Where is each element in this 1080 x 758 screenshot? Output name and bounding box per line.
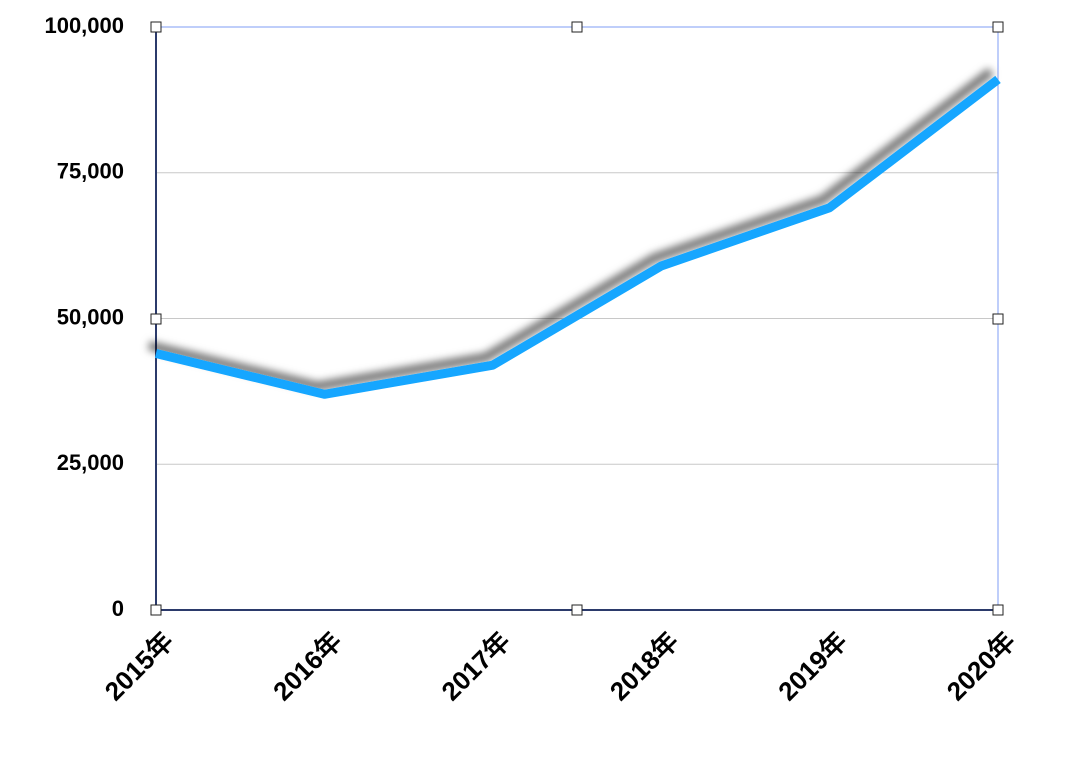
y-tick-label: 75,000 [57,159,124,184]
plot [154,75,1001,399]
handle [150,604,162,616]
handle [992,313,1004,325]
x-tick-label: 2019年 [772,626,852,706]
handle [150,21,162,33]
y-tick-label: 0 [112,596,124,621]
y-tick-label: 100,000 [44,13,124,38]
y-tick-label: 25,000 [57,450,124,475]
selection-handles [150,21,1004,616]
x-tick-label: 2018年 [604,626,684,706]
x-tick-label: 2015年 [99,626,179,706]
handle [150,313,162,325]
handle [571,21,583,33]
x-tick-label: 2016年 [267,626,347,706]
x-tick-label: 2017年 [435,626,515,706]
handle [992,21,1004,33]
x-tick-label: 2020年 [941,626,1021,706]
handle [571,604,583,616]
handle [992,604,1004,616]
y-tick-label: 50,000 [57,304,124,329]
data-line [154,75,1001,399]
